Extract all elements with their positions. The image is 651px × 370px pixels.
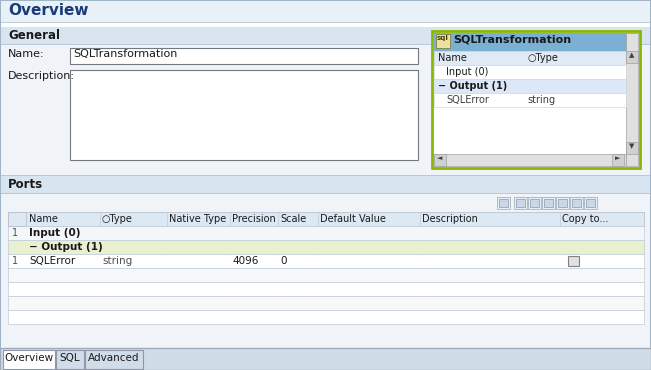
Text: 0: 0 [280,256,286,266]
Bar [434,154,446,166]
Text: Copy to...: Copy to... [562,214,609,224]
Text: Native Type: Native Type [169,214,227,224]
Bar [8,254,644,268]
Bar [514,197,527,209]
Bar [3,350,55,369]
Bar [626,51,638,63]
Bar [1,44,650,45]
Bar [434,93,626,107]
Bar [432,31,640,168]
Bar [1,175,650,176]
Bar [436,34,450,48]
Bar [434,154,626,166]
Bar [8,226,644,240]
Text: ►: ► [615,155,620,161]
Text: Input (0): Input (0) [29,228,81,238]
Text: − Output (1): − Output (1) [438,81,507,91]
Bar [556,197,569,209]
Bar [612,154,624,166]
Bar [626,142,638,154]
Bar [1,27,650,175]
Text: Advanced: Advanced [89,353,140,363]
Text: ▲: ▲ [630,52,635,58]
Bar [497,197,510,209]
Text: Name: Name [29,214,58,224]
Text: Overview: Overview [8,3,89,18]
Text: 4096: 4096 [232,256,258,266]
Text: Scale: Scale [280,214,306,224]
Text: Name: Name [438,53,467,63]
Bar [8,296,644,310]
Bar [70,48,418,64]
Bar [530,199,539,207]
Text: SQLTransformation: SQLTransformation [453,35,571,45]
Bar [570,197,583,209]
Bar [434,79,626,93]
Bar [1,193,650,194]
Bar [516,199,525,207]
Bar [1,176,650,193]
Text: Input (0): Input (0) [446,67,488,77]
Text: SQL: SQL [60,353,80,363]
Bar [584,197,597,209]
Text: Description: Description [422,214,478,224]
Bar [1,22,650,23]
Text: Description:: Description: [8,71,75,81]
Text: sql: sql [437,35,449,41]
Text: SQLError: SQLError [446,95,489,105]
Text: Default Value: Default Value [320,214,386,224]
Bar [8,310,644,324]
Text: SQLTransformation: SQLTransformation [73,49,177,59]
Text: 1: 1 [12,228,18,238]
Text: ○Type: ○Type [527,53,558,63]
Bar [542,197,555,209]
Bar [85,350,143,369]
Bar [1,176,650,348]
Bar [434,33,638,51]
Text: string: string [102,256,132,266]
Bar [8,212,644,226]
Bar [499,199,508,207]
Bar [8,212,26,226]
Bar [1,1,650,23]
Bar [568,256,579,266]
Bar [528,197,541,209]
Bar [1,27,650,44]
Text: SQLError: SQLError [29,256,76,266]
Bar [8,240,644,254]
Bar [558,199,567,207]
Bar [0,348,651,370]
Text: ○Type: ○Type [102,214,133,224]
Bar [8,268,644,282]
Text: string: string [527,95,555,105]
Text: 1: 1 [12,256,18,266]
Bar [434,51,626,65]
Text: − Output (1): − Output (1) [29,242,103,252]
Bar [434,65,626,79]
Text: ▼: ▼ [630,143,635,149]
Bar [626,33,638,166]
Bar [586,199,595,207]
Text: Precision: Precision [232,214,276,224]
Bar [544,199,553,207]
Bar [8,282,644,296]
Text: ◄: ◄ [437,155,443,161]
Text: Name:: Name: [8,49,45,59]
Text: Ports: Ports [8,178,43,191]
Text: General: General [8,29,60,42]
Bar [572,199,581,207]
Bar [56,350,84,369]
Bar [70,70,418,160]
Text: Overview: Overview [5,353,53,363]
